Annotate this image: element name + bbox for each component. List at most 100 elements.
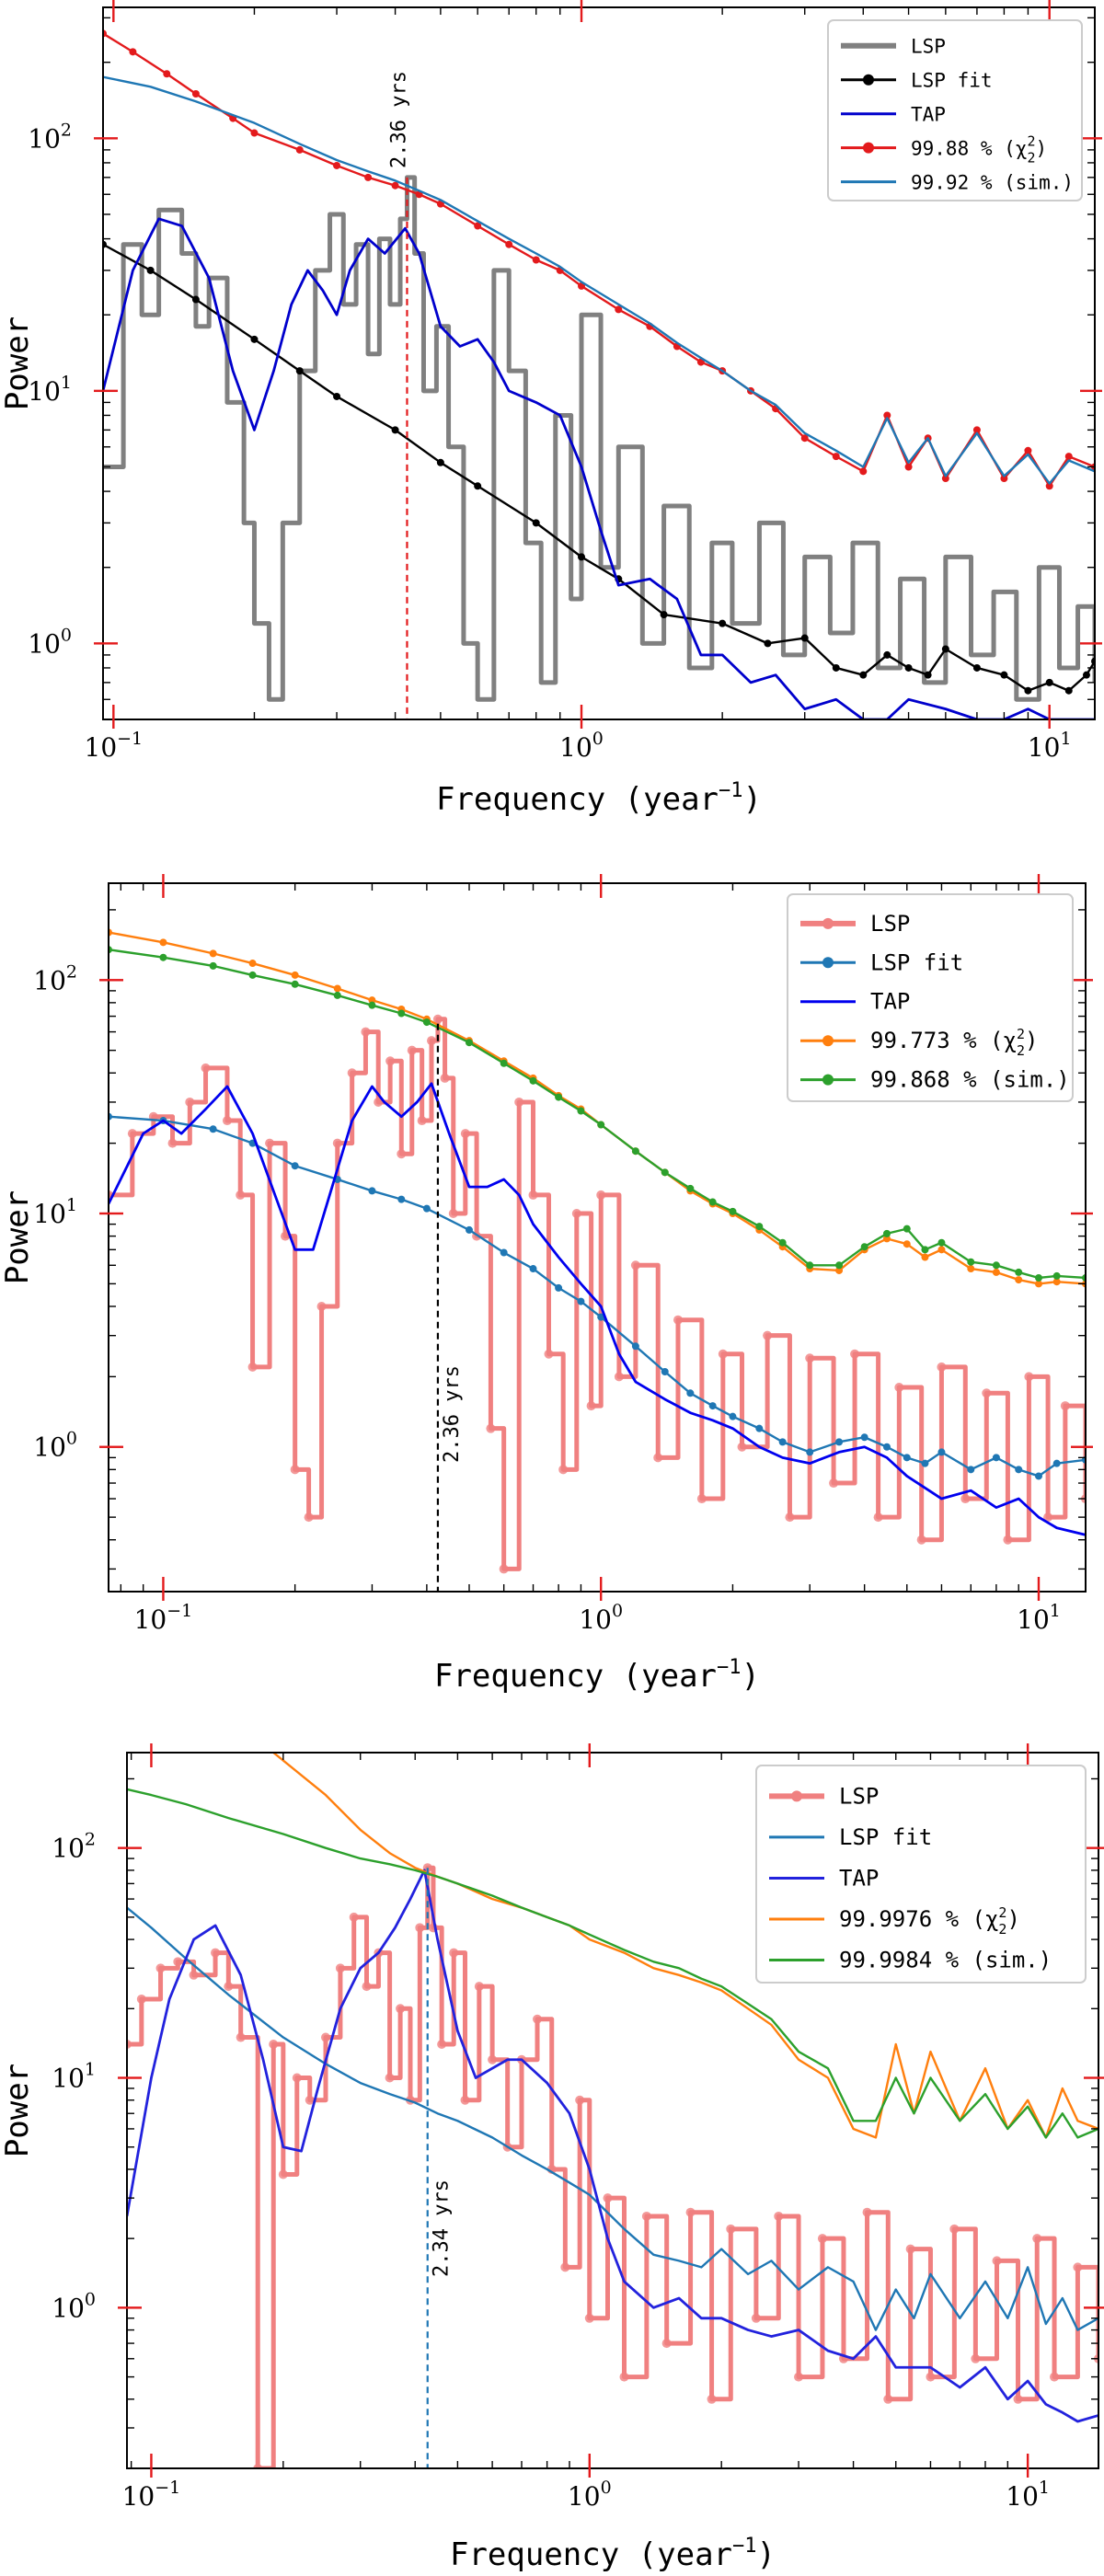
data-point: [368, 1187, 376, 1195]
data-point: [835, 1266, 844, 1274]
data-point: [291, 980, 299, 988]
data-point: [904, 463, 913, 471]
x-tick-label: 10−1: [85, 729, 144, 763]
data-point: [1073, 2262, 1083, 2272]
data-point: [685, 2207, 696, 2217]
legend-entry: LSP fit: [870, 949, 963, 975]
legend-entry: LSP fit: [911, 70, 993, 92]
data-point: [415, 1923, 425, 1933]
data-point: [333, 161, 341, 169]
data-point: [817, 2234, 827, 2244]
data-point: [159, 953, 167, 961]
legend-entry: TAP: [911, 104, 946, 126]
data-point: [785, 1512, 795, 1523]
series-line-lsp: [127, 1865, 1098, 2468]
data-point: [774, 2211, 784, 2221]
y-axis-label: Power: [0, 316, 36, 410]
data-point: [222, 1116, 232, 1126]
data-point: [941, 645, 949, 653]
data-point: [800, 634, 809, 642]
data-point: [1043, 1512, 1053, 1523]
data-point: [236, 2032, 246, 2042]
data-point: [440, 1073, 450, 1083]
data-point: [474, 222, 482, 230]
data-point: [514, 1097, 524, 1107]
data-point: [619, 2372, 629, 2382]
data-point: [209, 949, 217, 958]
data-point: [903, 1225, 911, 1233]
y-tick-label: 102: [28, 120, 72, 154]
data-point: [729, 1412, 737, 1420]
data-point: [850, 1349, 860, 1359]
y-tick-label: 101: [28, 373, 72, 407]
data-point: [1000, 671, 1008, 679]
data-point: [397, 1195, 406, 1203]
data-point: [191, 295, 200, 304]
data-point: [146, 266, 155, 274]
x-tick-label: 101: [1006, 2478, 1050, 2512]
data-point: [316, 1301, 327, 1311]
data-point: [577, 1297, 585, 1305]
data-point: [571, 1209, 581, 1219]
data-point: [577, 1107, 585, 1115]
data-point: [436, 458, 444, 466]
data-point: [937, 1238, 946, 1247]
data-point: [385, 2073, 395, 2083]
axes-frame: [108, 882, 1087, 1593]
legend: LSP LSP fit TAP 99.773 % (χ2 2) 99.868 % (sim…: [787, 893, 1074, 1102]
data-point: [860, 1433, 868, 1442]
data-point: [505, 240, 513, 248]
data-point: [972, 426, 981, 434]
data-point: [707, 2394, 717, 2404]
data-point: [437, 2040, 447, 2050]
y-tick-label: 100: [33, 1429, 77, 1463]
data-point: [253, 2464, 263, 2468]
data-point: [465, 1039, 473, 1047]
legend-entry: LSP: [911, 36, 946, 58]
data-point: [673, 1315, 683, 1325]
data-point: [127, 2040, 132, 2050]
chart-panel-1: 2.36 yrs 10−1 100 101 100 101 102 Frequency (ye…: [0, 0, 1104, 828]
plot-area: [103, 29, 1095, 719]
tick-marks: [99, 874, 1093, 1601]
data-point: [937, 1246, 946, 1254]
data-point: [163, 70, 171, 78]
legend-entry: LSP: [870, 911, 910, 937]
data-point: [905, 2244, 915, 2254]
data-point: [883, 2394, 893, 2404]
data-point: [191, 89, 200, 98]
data-point: [167, 1138, 178, 1148]
data-point: [555, 1283, 563, 1292]
data-point: [250, 129, 259, 137]
chart-panel-3: 2.34 yrs 10−1 100 101 100 101 102 Frequency (ye…: [0, 1725, 1104, 2573]
data-point: [499, 1564, 509, 1574]
data-point: [926, 2372, 936, 2382]
data-point: [992, 2256, 1002, 2266]
data-point: [449, 1948, 459, 1958]
legend: LSP LSP fit TAP 99.9976 % (χ2 2) 99.9984 % (s…: [755, 1765, 1087, 1984]
plot-area: [109, 928, 1086, 1574]
data-point: [921, 1459, 929, 1467]
data-point: [960, 1494, 971, 1504]
data-point: [465, 1225, 473, 1234]
data-point: [719, 619, 727, 627]
legend-entry: TAP: [839, 1865, 879, 1891]
data-point: [391, 181, 399, 190]
data-point: [755, 1424, 764, 1432]
data-point: [185, 1097, 195, 1107]
data-point: [631, 1342, 639, 1351]
y-tick-label: 102: [52, 1830, 96, 1864]
legend-marker: [822, 917, 834, 929]
data-point: [903, 1454, 911, 1462]
data-point: [448, 1209, 458, 1219]
data-point: [136, 1994, 146, 2004]
data-point: [278, 2169, 288, 2179]
legend-marker: [791, 1790, 802, 1802]
x-tick-label: 100: [568, 2478, 612, 2512]
data-point: [800, 434, 809, 443]
data-point: [129, 48, 137, 56]
data-point: [1050, 2372, 1060, 2382]
data-point: [1015, 1268, 1023, 1276]
data-point: [904, 663, 913, 672]
data-point: [661, 1168, 669, 1177]
